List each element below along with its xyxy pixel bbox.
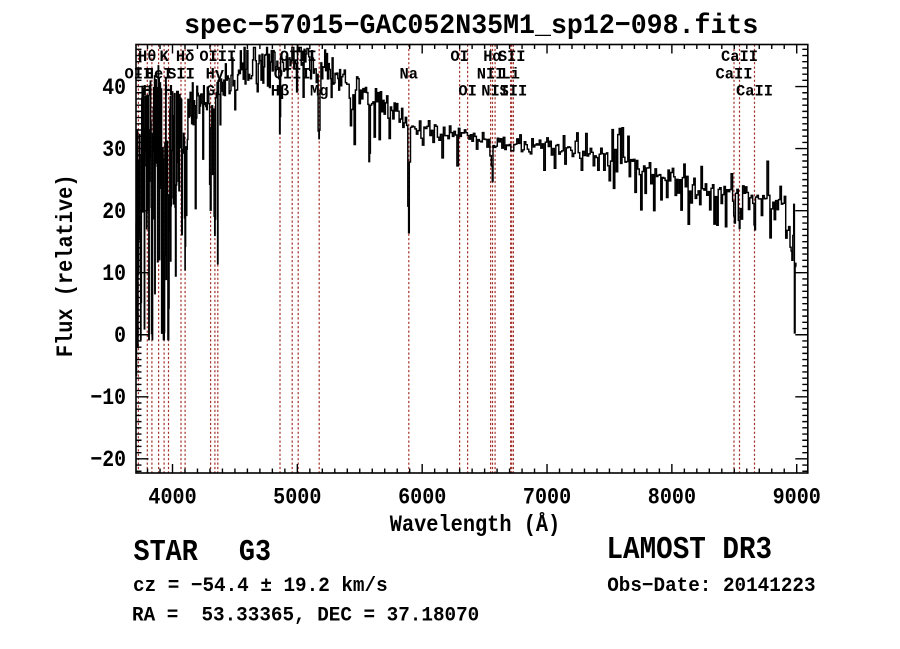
svg-text:Flux (relative): Flux (relative) bbox=[53, 174, 80, 357]
svg-text:40: 40 bbox=[102, 76, 126, 102]
svg-text:7000: 7000 bbox=[523, 484, 571, 511]
svg-text:SII: SII bbox=[498, 48, 526, 66]
svg-text:G3: G3 bbox=[239, 534, 271, 569]
svg-text:OI: OI bbox=[450, 48, 468, 66]
svg-text:RA = 53.33365, DEC = 37.18070: RA = 53.33365, DEC = 37.18070 bbox=[132, 603, 479, 627]
svg-text:CaII: CaII bbox=[716, 66, 753, 84]
svg-text:5000: 5000 bbox=[273, 484, 321, 511]
svg-text:Mg: Mg bbox=[310, 83, 328, 101]
svg-text:8000: 8000 bbox=[648, 484, 696, 511]
svg-text:NII: NII bbox=[481, 83, 509, 101]
svg-text:NII: NII bbox=[477, 66, 505, 84]
svg-text:Hγ: Hγ bbox=[206, 66, 224, 84]
svg-text:CaII: CaII bbox=[721, 48, 758, 66]
svg-text:4000: 4000 bbox=[148, 484, 196, 511]
svg-text:30: 30 bbox=[102, 138, 126, 164]
svg-text:LAMOST DR3: LAMOST DR3 bbox=[607, 532, 773, 568]
svg-text:−20: −20 bbox=[90, 448, 126, 474]
svg-text:Hη: Hη bbox=[143, 83, 161, 101]
svg-text:Hα: Hα bbox=[483, 48, 502, 66]
svg-text:CaII: CaII bbox=[736, 83, 773, 101]
svg-text:OII: OII bbox=[125, 66, 153, 84]
svg-text:−10: −10 bbox=[90, 386, 126, 412]
svg-text:cz = −54.4 ± 19.2 km/s: cz = −54.4 ± 19.2 km/s bbox=[133, 574, 388, 598]
svg-text:Hβ: Hβ bbox=[271, 83, 289, 101]
svg-text:HeI: HeI bbox=[145, 66, 173, 84]
svg-text:STAR: STAR bbox=[134, 534, 199, 569]
svg-text:9000: 9000 bbox=[773, 484, 821, 511]
svg-text:spec−57015−GAC052N35M1_sp12−09: spec−57015−GAC052N35M1_sp12−098.fits bbox=[184, 10, 758, 42]
svg-text:Hδ: Hδ bbox=[176, 48, 194, 66]
svg-text:Na: Na bbox=[400, 66, 418, 84]
svg-text:OIII: OIII bbox=[280, 48, 317, 66]
svg-text:OI: OI bbox=[458, 83, 476, 101]
svg-text:0: 0 bbox=[114, 324, 126, 350]
svg-text:Li: Li bbox=[501, 66, 519, 84]
svg-text:OIII: OIII bbox=[199, 48, 236, 66]
svg-text:10: 10 bbox=[102, 262, 126, 288]
svg-text:Obs−Date: 20141223: Obs−Date: 20141223 bbox=[607, 574, 815, 598]
svg-text:K: K bbox=[159, 48, 169, 66]
svg-text:Wavelength (Å): Wavelength (Å) bbox=[390, 511, 560, 539]
svg-text:SII: SII bbox=[500, 83, 528, 101]
svg-text:OIII: OIII bbox=[274, 66, 311, 84]
svg-text:6000: 6000 bbox=[398, 484, 446, 511]
svg-text:H: H bbox=[164, 83, 173, 101]
svg-text:20: 20 bbox=[102, 200, 126, 226]
svg-text:SII: SII bbox=[167, 66, 195, 84]
svg-text:Hθ: Hθ bbox=[138, 48, 156, 66]
svg-text:G: G bbox=[206, 83, 215, 101]
